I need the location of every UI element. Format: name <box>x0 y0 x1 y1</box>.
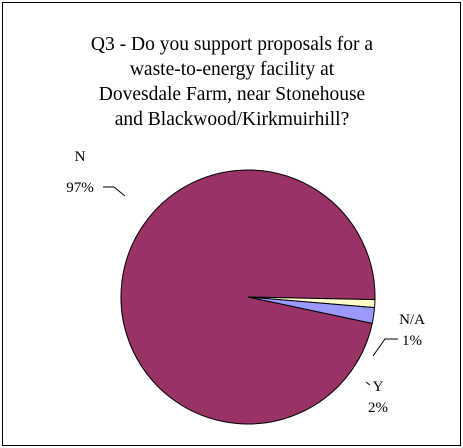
chart-title-line-2: waste-to-energy facility at <box>130 59 335 80</box>
chart-title-line-4: and Blackwood/Kirkmuirhill? <box>115 109 350 130</box>
slice-label-n: N <box>75 149 86 165</box>
leader-line-n <box>103 186 126 197</box>
pie-slice-y <box>247 296 376 324</box>
slice-label-y: Y <box>373 379 384 395</box>
chart-title-line-1: Q3 - Do you support proposals for a <box>91 34 374 55</box>
leader-line-y <box>365 381 371 386</box>
slice-value-y: 2% <box>368 400 388 416</box>
pie-slices <box>120 169 376 425</box>
slice-value-na: 1% <box>402 333 422 349</box>
chart-title-line-3: Dovesdale Farm, near Stonehouse <box>99 84 365 105</box>
slice-value-n: 97% <box>66 180 94 196</box>
leader-lines <box>103 186 398 386</box>
leader-line-na <box>372 338 398 357</box>
slice-label-na: N/A <box>399 312 425 328</box>
chart-title: Q3 - Do you support proposals for a wast… <box>91 34 374 130</box>
